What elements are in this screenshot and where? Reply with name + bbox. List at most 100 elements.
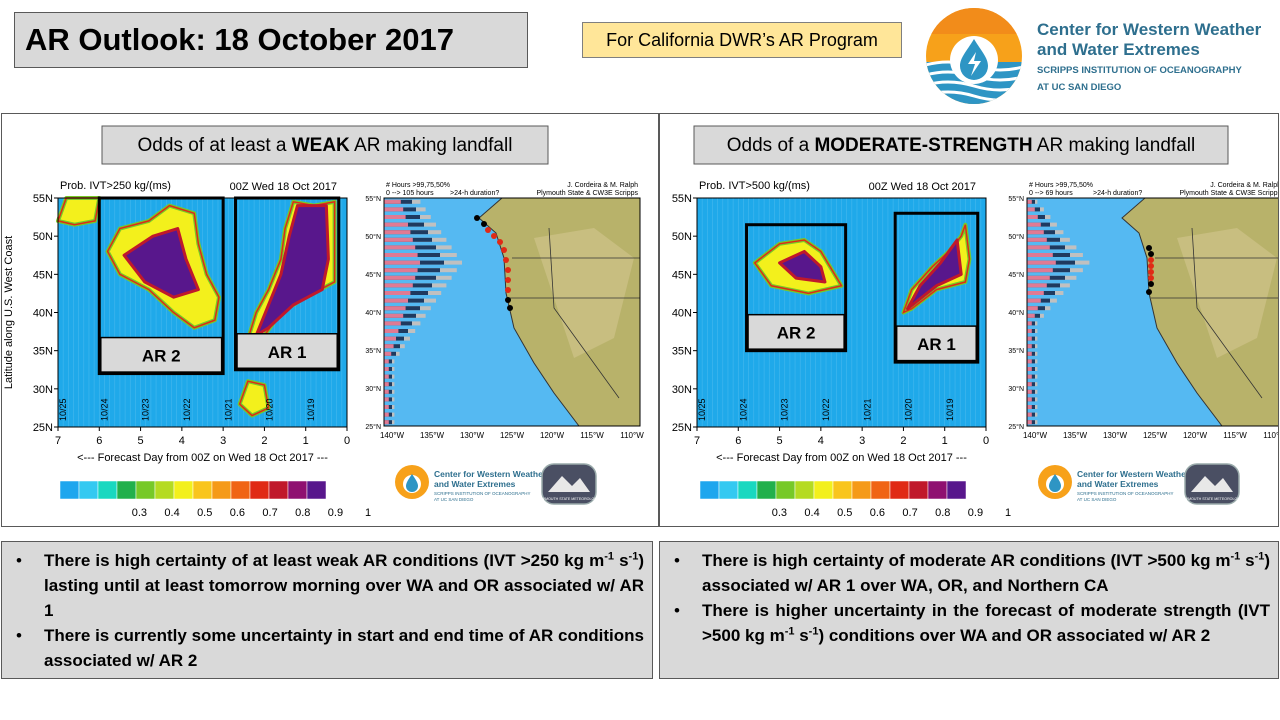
colorbar-swatch xyxy=(268,480,289,500)
probability-core xyxy=(778,249,827,284)
map-lat-label: 55°N xyxy=(365,195,381,203)
cw3e-logo: Center for Western Weather and Water Ext… xyxy=(922,6,1272,106)
bullet-item: • There is high certainty of moderate AR … xyxy=(668,548,1270,598)
hist-bar-99 xyxy=(1027,359,1032,364)
bullet-dot: • xyxy=(16,626,22,645)
date-tick: 10/20 xyxy=(904,398,914,421)
map-legend-line1: # Hours >99,75,50% xyxy=(1029,182,1093,189)
heading-post: AR making landfall xyxy=(1033,135,1196,156)
ar-box xyxy=(893,211,980,364)
hist-bar-99 xyxy=(384,374,389,379)
map-lon-label: 120°W xyxy=(1183,431,1208,440)
map-lon-label: 130°W xyxy=(460,431,485,440)
hist-bar-99 xyxy=(384,351,392,356)
hist-bar-99 xyxy=(384,397,389,402)
probability-blob-edge xyxy=(753,239,843,295)
bullet-text: There is higher uncertainty in the forec… xyxy=(702,601,1270,645)
map-lon-label: 115°W xyxy=(580,431,604,440)
colorbar-swatch xyxy=(154,480,175,500)
hist-bar-99 xyxy=(384,359,389,364)
page-title: AR Outlook: 18 October 2017 xyxy=(25,22,454,57)
hist-bar-99 xyxy=(1027,207,1035,212)
mini-logo-line1: Center for Western Weather xyxy=(1077,469,1190,479)
y-tick-label: 55N xyxy=(33,193,53,205)
plymouth-logo-label: PLYMOUTH STATE METEOROLOGY xyxy=(1182,497,1244,501)
colorbar-swatch xyxy=(889,480,910,500)
map-lon-label: 110°W xyxy=(620,431,644,440)
x-axis-label: <--- Forecast Day from 00Z on Wed 18 Oct… xyxy=(77,452,328,464)
map-legend-line3: >24-h duration? xyxy=(1093,190,1142,197)
cw3e-logo-icon xyxy=(926,8,1022,104)
coast-dot xyxy=(1148,269,1154,275)
logo-name-line1: Center for Western Weather xyxy=(1037,20,1262,39)
x-tick-label: 6 xyxy=(96,435,102,447)
moderate-ar-panel: Odds of a MODERATE-STRENGTH AR making la… xyxy=(659,113,1279,527)
y-tick-label: 25N xyxy=(672,422,692,434)
mini-drop-icon xyxy=(406,474,418,492)
colorbar-swatch xyxy=(927,480,948,500)
colorbar-swatch xyxy=(718,480,739,500)
superscript: -1 xyxy=(784,625,795,638)
map-lon-label: 125°W xyxy=(1143,431,1168,440)
bullet-item: • There is currently some uncertainty in … xyxy=(10,623,644,673)
y-axis-label: Latitude along U.S. West Coast xyxy=(3,236,15,389)
probability-blob-edge xyxy=(57,197,101,226)
map-frame xyxy=(1026,197,1278,427)
hist-bar-99 xyxy=(384,283,413,288)
hist-bar-99 xyxy=(384,207,404,212)
colorbar-label: 0.9 xyxy=(328,507,343,519)
probability-blob-edge xyxy=(238,380,270,417)
hist-bar-99 xyxy=(384,382,389,387)
hist-bar-99 xyxy=(384,367,389,371)
init-label: 00Z Wed 18 Oct 2017 xyxy=(230,181,337,193)
map-lat-label: 50°N xyxy=(365,233,381,241)
coast-dot xyxy=(474,215,480,221)
bullet-dot: • xyxy=(674,601,680,620)
mini-logo-line1: Center for Western Weather xyxy=(434,469,547,479)
map-border xyxy=(1191,227,1263,399)
credit-line1: J. Cordeira & M. Ralph xyxy=(1210,182,1279,189)
probability-core xyxy=(906,238,963,311)
map-lat-label: 35°N xyxy=(365,347,381,355)
init-label: 00Z Wed 18 Oct 2017 xyxy=(869,181,976,193)
map-lat-label: 30°N xyxy=(365,385,381,393)
coast-dot xyxy=(505,267,511,273)
y-tick-label: 25N xyxy=(33,422,53,434)
date-tick: 10/19 xyxy=(945,398,955,421)
superscript: -1 xyxy=(604,550,614,563)
coast-dot xyxy=(1146,245,1152,251)
coast-dot xyxy=(505,277,511,283)
hist-bar-99 xyxy=(384,412,389,417)
map-lat-label: 30°N xyxy=(1008,385,1024,393)
y-tick-label: 35N xyxy=(672,346,692,358)
map-legend-line2: 0 --> 69 hours xyxy=(1029,190,1073,197)
date-tick: 10/21 xyxy=(862,398,872,421)
plymouth-mountain-icon xyxy=(1191,476,1233,492)
hist-bar-99 xyxy=(1027,245,1050,250)
colorbar-swatch xyxy=(192,480,213,500)
colorbar-label: 0.6 xyxy=(230,507,245,519)
x-tick-label: 6 xyxy=(735,435,741,447)
colorbar-swatch xyxy=(832,480,853,500)
colorbar-label: 1 xyxy=(1005,507,1011,519)
y-tick-label: 55N xyxy=(672,193,692,205)
mini-logo-line2: and Water Extremes xyxy=(434,479,516,489)
hist-bar-99 xyxy=(384,329,399,333)
heading-pre: Odds of at least a xyxy=(138,135,292,156)
ar-label: AR 1 xyxy=(917,335,956,354)
panel-heading: Odds of at least a WEAK AR making landfa… xyxy=(138,135,513,156)
date-tick: 10/22 xyxy=(821,398,831,421)
credit-line1: J. Cordeira & M. Ralph xyxy=(567,182,638,189)
hist-bar-99 xyxy=(384,306,406,311)
panel-svg: Odds of at least a WEAK AR making landfa… xyxy=(3,125,644,519)
map-lon-label: 140°W xyxy=(380,431,405,440)
hist-bar-99 xyxy=(384,268,418,273)
date-tick: 10/25 xyxy=(58,398,68,421)
colorbar-swatch xyxy=(287,480,308,500)
coast-dot xyxy=(1148,251,1154,257)
colorbar-swatch xyxy=(97,480,118,500)
colorbar-label: 0.7 xyxy=(262,507,277,519)
hist-bar-99 xyxy=(1027,283,1047,288)
hist-bar-99 xyxy=(1027,268,1053,273)
x-tick-label: 5 xyxy=(777,435,783,447)
